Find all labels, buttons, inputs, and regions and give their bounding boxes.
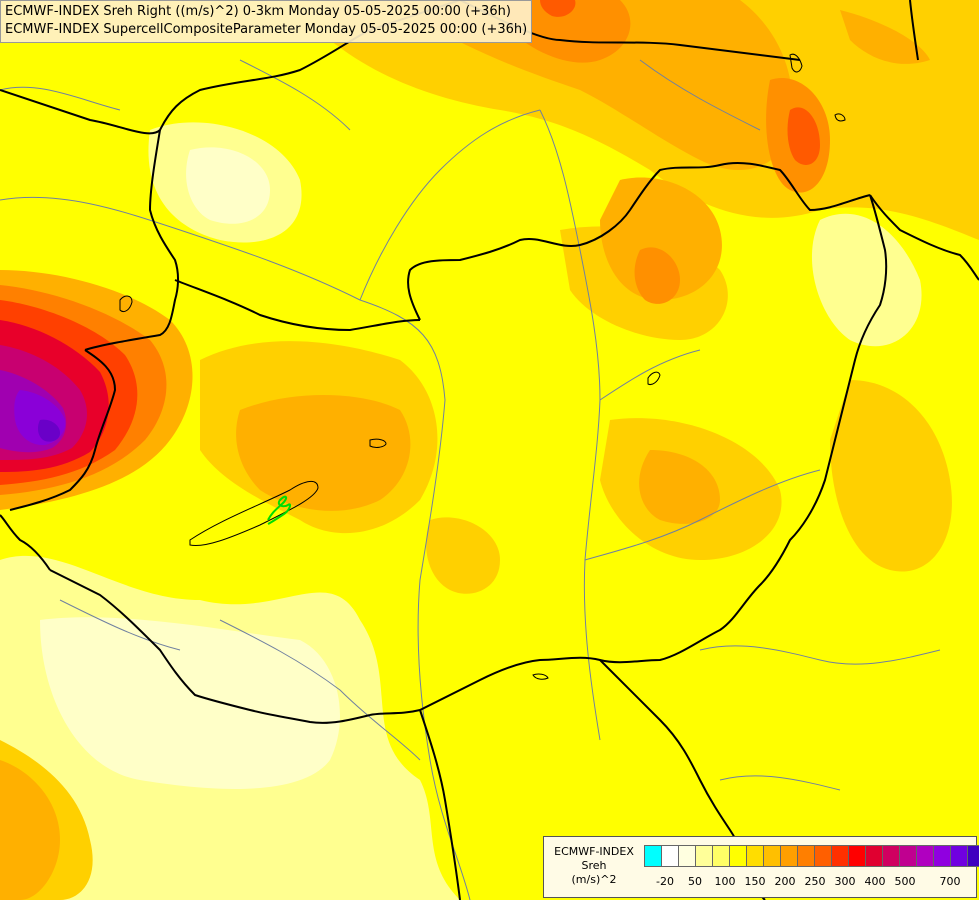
legend-swatch-5 [729,845,746,867]
legend-swatch-9 [797,845,814,867]
legend-swatch-15 [899,845,916,867]
legend-title-line-3: (m/s)^2 [571,873,617,886]
legend-swatch-19 [967,845,979,867]
legend-swatch-18 [950,845,967,867]
legend-tick-label: 500 [894,875,916,888]
legend-swatch-16 [916,845,933,867]
map-title-line-1: ECMWF-INDEX Sreh Right ((m/s)^2) 0-3km M… [5,4,511,19]
lakes [119,53,846,680]
legend-swatch-0 [644,845,661,867]
legend-tick-label: 700 [939,875,961,888]
legend-swatch-14 [882,845,899,867]
map-title-box: ECMWF-INDEX Sreh Right ((m/s)^2) 0-3km M… [0,0,533,43]
legend-title: ECMWF-INDEX Sreh (m/s)^2 [548,845,640,887]
legend-tick-label: 250 [804,875,826,888]
legend-tick-label: -20 [656,875,674,888]
legend-swatch-3 [695,845,712,867]
legend-tick-label: 300 [834,875,856,888]
legend-swatch-17 [933,845,950,867]
map-title-line-2: ECMWF-INDEX SupercellCompositeParameter … [5,22,528,37]
scp-contour [267,495,292,525]
legend-tick-label: 400 [864,875,886,888]
legend-swatch-11 [831,845,848,867]
legend-swatch-1 [661,845,678,867]
legend-tick-label: 50 [688,875,702,888]
legend-swatch-2 [678,845,695,867]
legend-title-line-1: ECMWF-INDEX [554,845,634,858]
rivers [0,59,941,900]
legend-swatch-6 [746,845,763,867]
legend-swatches [644,845,979,867]
legend-tick-label: 150 [744,875,766,888]
legend-swatch-10 [814,845,831,867]
legend-swatch-8 [780,845,797,867]
legend-tick-label: 200 [774,875,796,888]
legend-swatch-13 [865,845,882,867]
legend-tick-label: 100 [714,875,736,888]
field-light [40,147,340,789]
field-red-orange [540,0,820,165]
legend-swatch-4 [712,845,729,867]
legend-swatch-12 [848,845,865,867]
legend-ticks: -20 50 100 150 200 250 300 400 500 700 [644,875,974,889]
color-legend: ECMWF-INDEX Sreh (m/s)^2 -20 50 100 150 200 2… [543,836,979,898]
legend-title-line-2: Sreh [581,859,607,872]
legend-swatch-7 [763,845,780,867]
